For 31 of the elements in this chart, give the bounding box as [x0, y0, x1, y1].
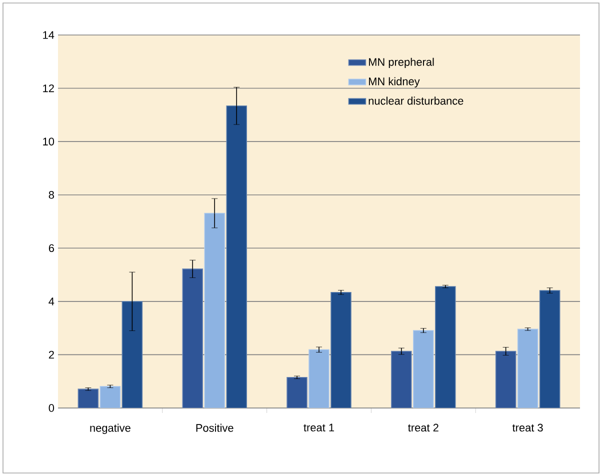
y-tick-label: 6 [48, 244, 54, 252]
y-tick-label: 10 [43, 138, 54, 146]
bar [330, 292, 352, 408]
bar [391, 350, 412, 408]
x-tick-label: treat 1 [304, 424, 334, 432]
bar [517, 328, 538, 408]
y-tick-label: 8 [48, 190, 54, 199]
bar [204, 212, 225, 408]
bar [308, 349, 330, 408]
legend-label: nuclear disturbance [368, 96, 464, 105]
y-tick-label: 4 [48, 298, 54, 306]
bar [226, 105, 247, 408]
bar [539, 290, 560, 408]
bar [495, 350, 516, 408]
bar [78, 388, 99, 408]
x-tick-label: negative [90, 424, 130, 434]
x-tick-label: treat 2 [408, 424, 438, 432]
y-tick-label: 12 [43, 84, 54, 92]
legend-label: MN prepheral [369, 58, 434, 68]
legend-label: MN kidney [369, 77, 420, 88]
x-tick-label: Positive [196, 424, 234, 432]
bar [435, 286, 456, 408]
y-tick-label: 14 [43, 31, 54, 39]
bar [122, 301, 143, 408]
bar [100, 386, 121, 408]
y-tick-label: 0 [48, 404, 54, 412]
bar [286, 376, 308, 408]
x-tick-label: treat 3 [512, 424, 543, 432]
bar [413, 330, 434, 408]
y-tick-label: 2 [48, 350, 54, 359]
bar [182, 268, 203, 408]
